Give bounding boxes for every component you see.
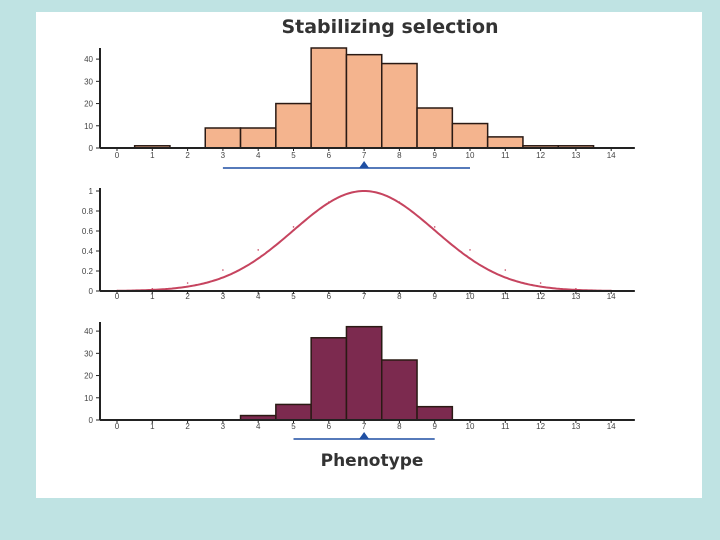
- x-tick-label: 2: [185, 422, 190, 431]
- y-tick-label: 10: [84, 394, 93, 403]
- curve-line: [117, 190, 612, 292]
- curve-point: [328, 201, 330, 203]
- bar: [310, 47, 348, 149]
- curve-point: [575, 288, 577, 290]
- x-tick-label: 7: [362, 422, 367, 431]
- x-tick-label: 13: [571, 422, 580, 431]
- bar: [451, 122, 489, 149]
- curve-point: [186, 282, 189, 284]
- x-tick-label: 2: [185, 292, 190, 301]
- x-tick-label: 0: [115, 292, 120, 301]
- x-tick-label: 5: [291, 151, 296, 160]
- curve-point: [504, 269, 507, 271]
- x-tick-label: 14: [607, 151, 616, 160]
- x-tick-label: 10: [466, 151, 475, 160]
- y-tick-label: 20: [84, 100, 93, 109]
- x-tick-label: 6: [327, 422, 332, 431]
- x-tick-label: 8: [397, 151, 402, 160]
- y-tick-label: 30: [84, 77, 93, 86]
- y-tick-label: 20: [84, 372, 93, 381]
- mean-marker: [359, 161, 370, 168]
- y-tick-label: 40: [84, 327, 93, 336]
- x-tick-label: 10: [466, 292, 475, 301]
- bar: [381, 62, 418, 149]
- curve-point: [363, 190, 365, 192]
- x-tick-label: 11: [501, 151, 510, 160]
- x-tick-label: 11: [501, 422, 510, 431]
- x-tick-label: 4: [256, 422, 261, 431]
- bar: [239, 127, 277, 149]
- bar: [275, 102, 312, 149]
- x-tick-label: 14: [607, 422, 616, 431]
- x-tick-label: 13: [571, 151, 580, 160]
- x-tick-label: 12: [536, 422, 545, 431]
- y-tick-label: 0.6: [82, 227, 94, 236]
- curve-point: [398, 201, 401, 203]
- x-tick-label: 12: [536, 151, 545, 160]
- x-tick-label: 6: [327, 292, 332, 301]
- bar: [345, 325, 383, 421]
- curve-point: [433, 226, 436, 228]
- curve-point: [292, 226, 295, 228]
- x-tick-label: 0: [115, 151, 120, 160]
- x-tick-label: 3: [221, 151, 226, 160]
- y-tick-label: 10: [84, 122, 93, 131]
- curve-point: [151, 288, 154, 290]
- bar: [416, 107, 454, 149]
- y-tick-label: 0.2: [82, 267, 94, 276]
- bar: [204, 127, 242, 149]
- curve-point: [257, 249, 260, 251]
- x-tick-label: 9: [432, 151, 437, 160]
- y-tick-label: 0: [89, 144, 94, 153]
- x-tick-label: 1: [150, 292, 155, 301]
- x-tick-label: 5: [291, 292, 296, 301]
- x-tick-label: 10: [466, 422, 475, 431]
- y-tick-label: 30: [84, 349, 93, 358]
- x-tick-label: 9: [432, 422, 437, 431]
- y-tick-label: 0: [89, 416, 94, 425]
- bar: [416, 405, 454, 421]
- curve-point: [222, 269, 224, 271]
- x-tick-label: 5: [291, 422, 296, 431]
- mean-marker: [359, 432, 370, 439]
- y-tick-label: 0.8: [82, 207, 94, 216]
- x-tick-label: 2: [185, 151, 190, 160]
- x-tick-label: 1: [150, 151, 155, 160]
- curve-point: [539, 282, 542, 284]
- x-axis-label: Phenotype: [321, 451, 424, 471]
- x-tick-label: 1: [150, 422, 155, 431]
- x-tick-label: 4: [256, 151, 261, 160]
- y-tick-label: 0.4: [82, 247, 94, 256]
- x-tick-label: 3: [221, 292, 226, 301]
- x-tick-label: 7: [362, 292, 367, 301]
- x-tick-label: 7: [362, 151, 367, 160]
- x-tick-label: 12: [536, 292, 545, 301]
- bar: [345, 53, 383, 149]
- chart-title: Stabilizing selection: [281, 16, 498, 38]
- y-tick-label: 40: [84, 55, 93, 64]
- x-tick-label: 0: [115, 422, 120, 431]
- x-tick-label: 13: [571, 292, 580, 301]
- x-tick-label: 6: [327, 151, 332, 160]
- x-tick-label: 11: [501, 292, 510, 301]
- bar: [381, 359, 418, 421]
- bar: [275, 403, 312, 421]
- bar: [486, 136, 524, 149]
- x-tick-label: 8: [397, 292, 402, 301]
- curve-point: [469, 249, 471, 251]
- x-tick-label: 8: [397, 422, 402, 431]
- x-tick-label: 9: [432, 292, 437, 301]
- bar: [310, 337, 348, 421]
- x-tick-label: 4: [256, 292, 261, 301]
- y-tick-label: 1: [89, 187, 94, 196]
- x-tick-label: 3: [221, 422, 226, 431]
- y-tick-label: 0: [89, 287, 94, 296]
- x-tick-label: 14: [607, 292, 616, 301]
